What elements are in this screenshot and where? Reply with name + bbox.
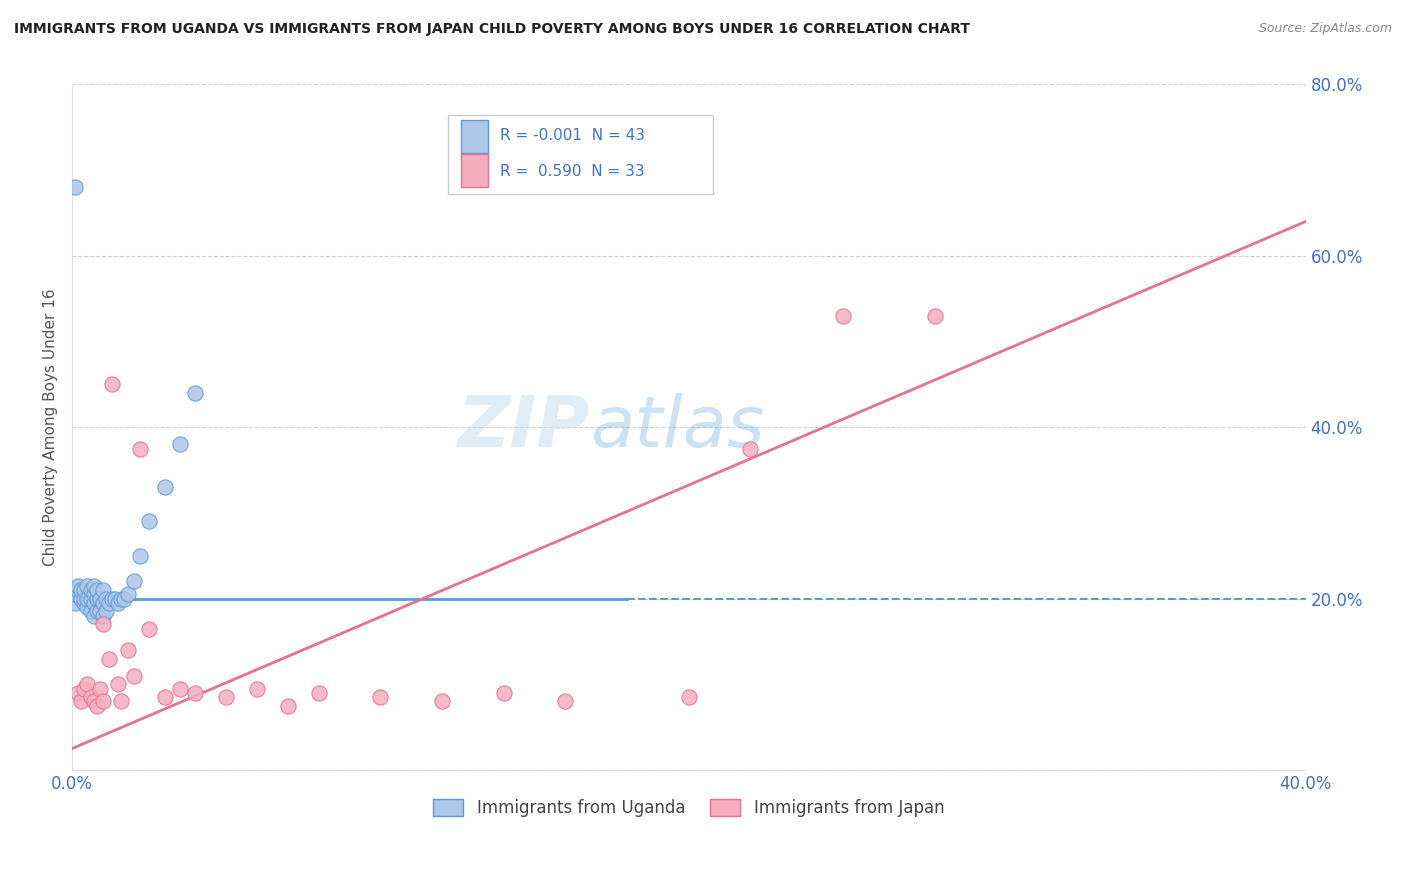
- Point: [138, 515, 160, 529]
- Point: [76, 579, 98, 593]
- Text: R = -0.001  N = 43: R = -0.001 N = 43: [501, 128, 645, 144]
- Point: [138, 622, 160, 636]
- Point: [89, 681, 111, 696]
- Point: [79, 582, 101, 597]
- Point: [370, 690, 392, 705]
- Point: [73, 596, 96, 610]
- Point: [83, 579, 105, 593]
- Point: [104, 591, 127, 606]
- Point: [91, 596, 114, 610]
- Point: [740, 442, 762, 456]
- Point: [117, 587, 139, 601]
- FancyBboxPatch shape: [461, 120, 488, 153]
- Point: [94, 604, 117, 618]
- Point: [184, 686, 207, 700]
- Point: [91, 694, 114, 708]
- Point: [63, 596, 86, 610]
- Point: [67, 582, 90, 597]
- Point: [83, 596, 105, 610]
- Point: [246, 681, 269, 696]
- Point: [110, 591, 132, 606]
- Point: [70, 591, 93, 606]
- Point: [153, 690, 176, 705]
- Point: [215, 690, 238, 705]
- Y-axis label: Child Poverty Among Boys Under 16: Child Poverty Among Boys Under 16: [44, 288, 58, 566]
- Point: [73, 582, 96, 597]
- Point: [86, 604, 108, 618]
- Point: [89, 604, 111, 618]
- Point: [67, 579, 90, 593]
- Point: [83, 587, 105, 601]
- Point: [91, 582, 114, 597]
- Text: R =  0.590  N = 33: R = 0.590 N = 33: [501, 164, 645, 179]
- Point: [98, 651, 121, 665]
- Point: [153, 480, 176, 494]
- Point: [678, 690, 700, 705]
- Point: [128, 549, 150, 563]
- Point: [70, 582, 93, 597]
- Point: [79, 604, 101, 618]
- Point: [76, 600, 98, 615]
- Point: [924, 309, 946, 323]
- Point: [101, 377, 124, 392]
- Text: atlas: atlas: [591, 392, 765, 462]
- Point: [128, 442, 150, 456]
- Point: [83, 694, 105, 708]
- Point: [114, 591, 136, 606]
- Point: [94, 591, 117, 606]
- Point: [63, 587, 86, 601]
- Point: [308, 686, 330, 700]
- Point: [554, 694, 576, 708]
- Point: [73, 591, 96, 606]
- Point: [63, 180, 86, 194]
- Text: Source: ZipAtlas.com: Source: ZipAtlas.com: [1258, 22, 1392, 36]
- Point: [79, 690, 101, 705]
- Point: [79, 591, 101, 606]
- Point: [89, 591, 111, 606]
- Point: [107, 677, 129, 691]
- FancyBboxPatch shape: [449, 115, 713, 194]
- Point: [86, 591, 108, 606]
- Text: ZIP: ZIP: [458, 392, 591, 462]
- Point: [430, 694, 453, 708]
- Point: [86, 582, 108, 597]
- Point: [91, 617, 114, 632]
- Point: [832, 309, 855, 323]
- Point: [70, 694, 93, 708]
- Point: [101, 591, 124, 606]
- Point: [73, 681, 96, 696]
- Point: [76, 677, 98, 691]
- Point: [83, 608, 105, 623]
- Point: [67, 686, 90, 700]
- Point: [277, 698, 299, 713]
- Point: [110, 694, 132, 708]
- Text: IMMIGRANTS FROM UGANDA VS IMMIGRANTS FROM JAPAN CHILD POVERTY AMONG BOYS UNDER 1: IMMIGRANTS FROM UGANDA VS IMMIGRANTS FRO…: [14, 22, 970, 37]
- Point: [122, 574, 145, 589]
- Legend: Immigrants from Uganda, Immigrants from Japan: Immigrants from Uganda, Immigrants from …: [426, 792, 950, 823]
- Point: [117, 643, 139, 657]
- Point: [492, 686, 515, 700]
- FancyBboxPatch shape: [461, 154, 488, 187]
- Point: [86, 698, 108, 713]
- Point: [169, 681, 191, 696]
- Point: [122, 669, 145, 683]
- Point: [76, 591, 98, 606]
- Point: [107, 596, 129, 610]
- Point: [169, 437, 191, 451]
- Point: [98, 596, 121, 610]
- Point: [184, 386, 207, 401]
- Point: [91, 608, 114, 623]
